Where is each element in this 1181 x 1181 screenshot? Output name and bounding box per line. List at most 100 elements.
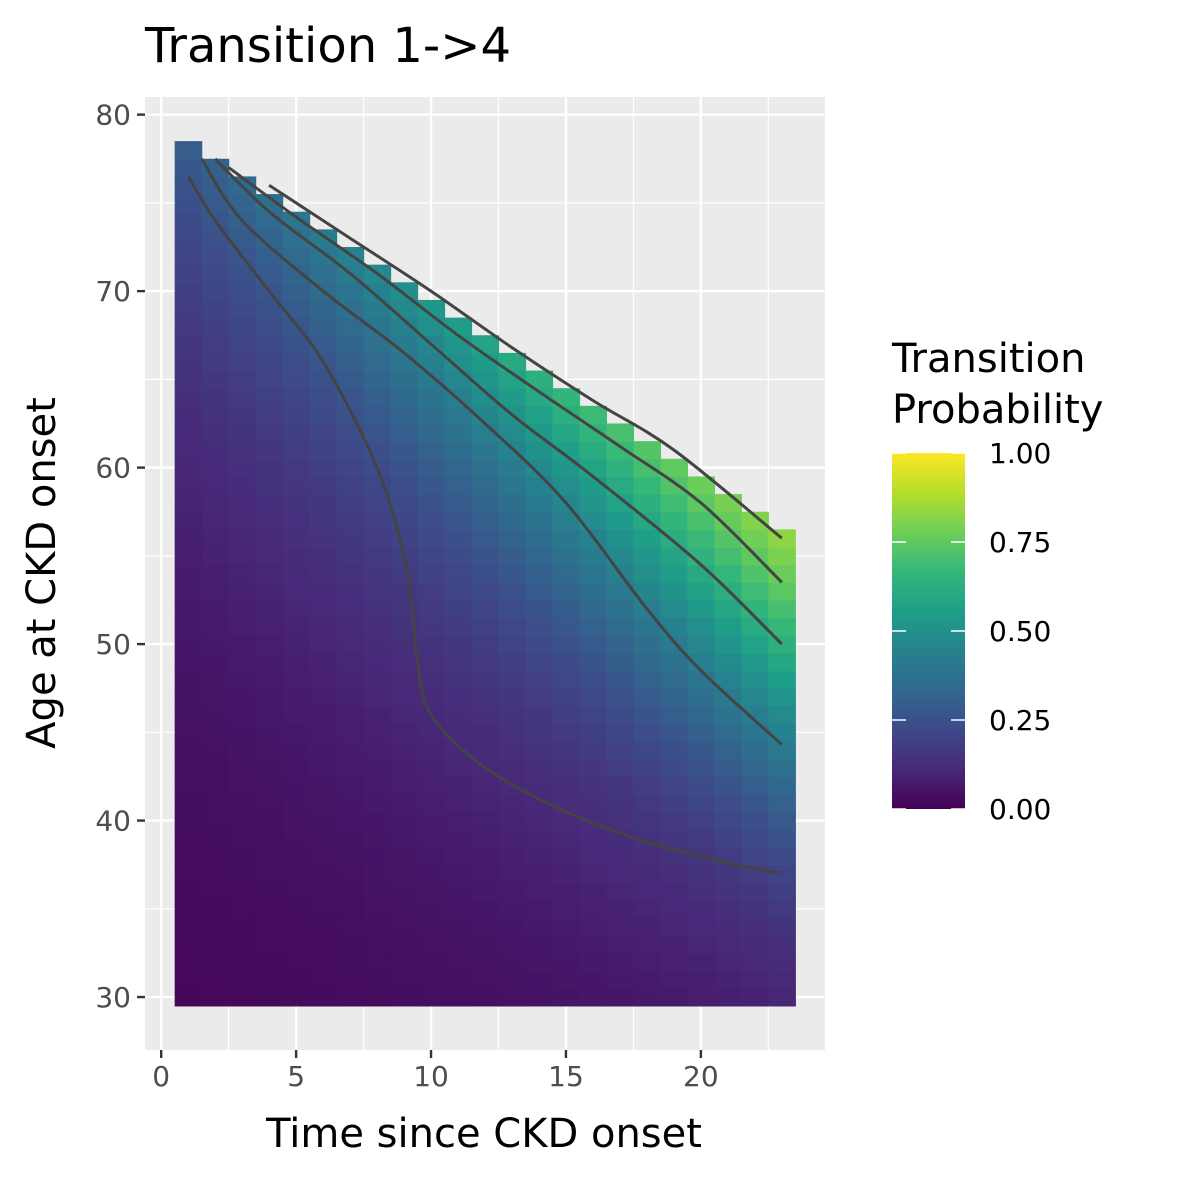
heatmap-tile: [768, 917, 796, 936]
heatmap-tile: [552, 529, 581, 548]
heatmap-tile: [390, 899, 419, 919]
heatmap-tile: [363, 599, 392, 619]
heatmap-tile: [606, 458, 635, 478]
heatmap-tile: [714, 829, 742, 848]
heatmap-tile: [255, 547, 284, 566]
heatmap-tile: [498, 564, 527, 583]
heatmap-tile: [390, 670, 419, 689]
heatmap-tile: [309, 247, 338, 266]
heatmap-tile: [309, 299, 338, 319]
heatmap-tile: [471, 352, 500, 372]
heatmap-tile: [255, 529, 284, 548]
heatmap-tile: [255, 511, 284, 530]
heatmap-tile: [606, 599, 635, 619]
heatmap-tile: [633, 952, 661, 972]
heatmap-tile: [444, 776, 473, 795]
heatmap-tile: [201, 635, 230, 654]
heatmap-tile: [363, 352, 392, 372]
heatmap-tile: [309, 476, 338, 495]
heatmap-tile: [363, 494, 392, 513]
heatmap-tile: [633, 776, 661, 795]
heatmap-tile: [201, 229, 230, 248]
heatmap-tile: [363, 723, 392, 742]
heatmap-tile: [309, 899, 338, 919]
heatmap-tile: [768, 741, 796, 760]
heatmap-tile: [228, 388, 257, 407]
heatmap-tile: [525, 988, 554, 1007]
heatmap-tile: [687, 582, 715, 601]
heatmap-tile: [363, 988, 392, 1007]
heatmap-tile: [282, 670, 311, 689]
heatmap-tile: [525, 635, 554, 654]
heatmap-tile: [201, 899, 230, 919]
heatmap-tile: [552, 441, 581, 460]
heatmap-tile: [714, 811, 742, 830]
heatmap-tile: [552, 899, 581, 919]
heatmap-tile: [255, 441, 284, 460]
heatmap-tile: [471, 599, 500, 619]
heatmap-tile: [741, 670, 769, 689]
heatmap-tile: [606, 476, 635, 495]
heatmap-tile: [768, 670, 796, 689]
heatmap-tile: [579, 441, 608, 460]
heatmap-tile: [552, 847, 581, 866]
heatmap-tile: [174, 582, 203, 601]
heatmap-tile: [660, 899, 688, 919]
heatmap-tile: [363, 847, 392, 866]
heatmap-tile: [525, 405, 554, 425]
heatmap-tile: [471, 882, 500, 901]
heatmap-tile: [174, 158, 203, 178]
heatmap-tile: [741, 723, 769, 742]
heatmap-tile: [255, 494, 284, 513]
heatmap-tile: [201, 935, 230, 954]
heatmap-tile: [687, 952, 715, 972]
heatmap-tile: [201, 582, 230, 601]
heatmap-tile: [309, 758, 338, 778]
heatmap-tile: [498, 476, 527, 495]
legend-label: 0.25: [989, 704, 1051, 737]
heatmap-tile: [768, 811, 796, 830]
heatmap-tile: [255, 388, 284, 407]
heatmap-tile: [309, 811, 338, 830]
heatmap-tile: [309, 688, 338, 707]
heatmap-tile: [525, 776, 554, 795]
heatmap-tile: [417, 670, 446, 689]
heatmap-tile: [660, 741, 688, 760]
heatmap-tile: [390, 741, 419, 760]
heatmap-tile: [660, 776, 688, 795]
heatmap-tile: [228, 458, 257, 478]
heatmap-tile: [228, 794, 257, 813]
heatmap-tile: [174, 776, 203, 795]
heatmap-tile: [201, 476, 230, 495]
heatmap-tile: [633, 458, 661, 478]
heatmap-tile: [228, 599, 257, 619]
heatmap-tile: [390, 776, 419, 795]
heatmap-tile: [660, 864, 688, 883]
heatmap-tile: [363, 388, 392, 407]
heatmap-tile: [525, 723, 554, 742]
heatmap-tile: [390, 811, 419, 830]
heatmap-tile: [660, 458, 688, 478]
heatmap-tile: [606, 423, 635, 442]
heatmap-tile: [444, 458, 473, 478]
heatmap-tile: [444, 511, 473, 530]
heatmap-tile: [633, 811, 661, 830]
heatmap-tile: [660, 970, 688, 989]
heatmap-tile: [606, 952, 635, 972]
heatmap-tile: [687, 776, 715, 795]
heatmap-tile: [687, 899, 715, 919]
heatmap-tile: [201, 758, 230, 778]
heatmap-tile: [228, 529, 257, 548]
heatmap-tile: [255, 423, 284, 442]
heatmap-tile: [660, 917, 688, 936]
heatmap-tile: [525, 864, 554, 883]
heatmap-tile: [255, 723, 284, 742]
heatmap-tile: [444, 935, 473, 954]
contour-line: [186, 175, 783, 875]
heatmap-tile: [201, 194, 230, 213]
heatmap-tile: [552, 935, 581, 954]
heatmap-tile: [579, 617, 608, 636]
heatmap-tile: [201, 776, 230, 795]
heatmap-tile: [309, 405, 338, 425]
